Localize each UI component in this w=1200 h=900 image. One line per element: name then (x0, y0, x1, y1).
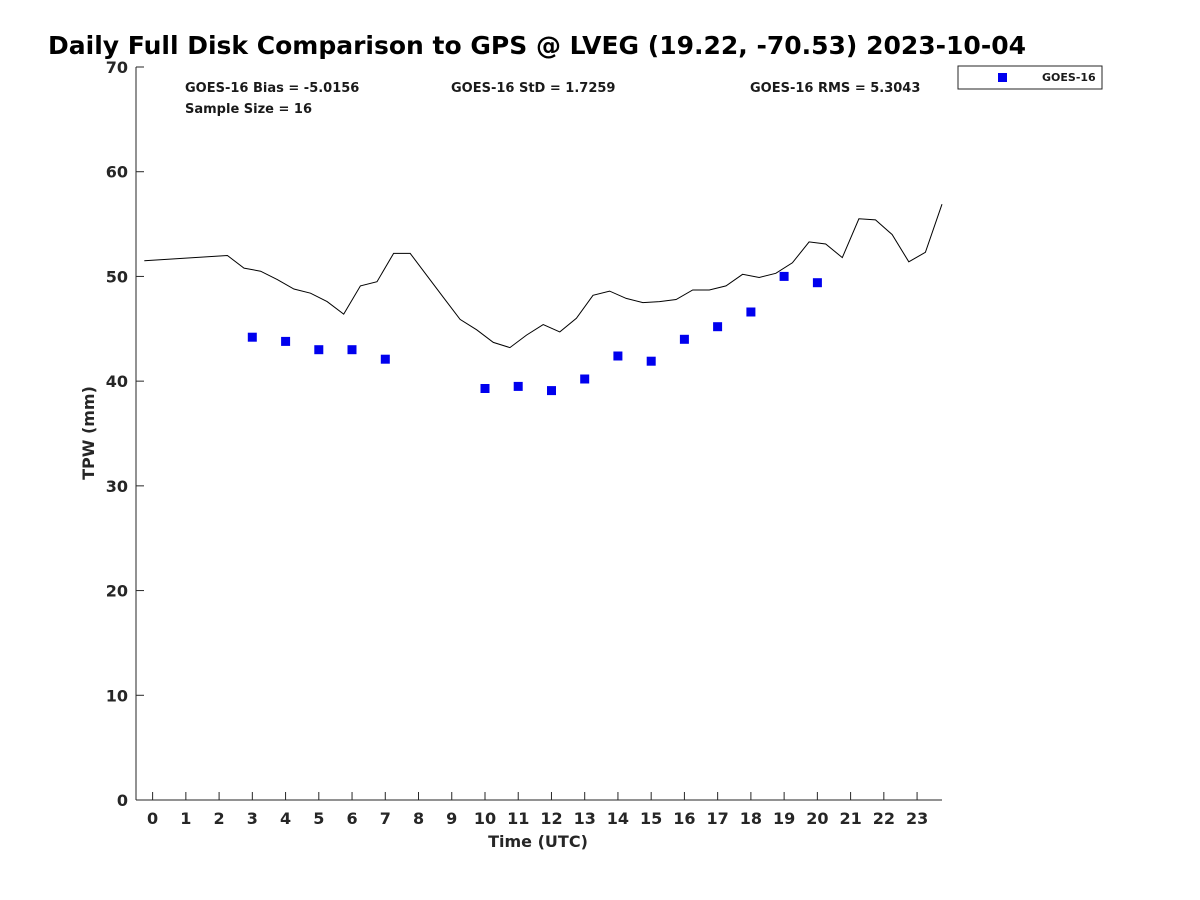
goes16-point (679, 334, 689, 344)
y-axis-label: TPW (mm) (79, 386, 98, 480)
x-tick-label: 3 (247, 809, 258, 828)
x-tick-label: 15 (640, 809, 662, 828)
x-tick-label: 1 (180, 809, 191, 828)
std-stat: GOES-16 StD = 1.7259 (451, 81, 615, 96)
x-ticks: 0 1 2 3 4 5 6 7 8 9 10 11 12 13 14 15 16 17 18 19 20 21 22 23 (147, 792, 928, 828)
axes (135, 67, 942, 801)
goes16-point (779, 271, 789, 281)
x-tick-label: 8 (413, 809, 424, 828)
x-tick-label: 9 (446, 809, 457, 828)
y-ticks: 0 10 20 30 40 50 60 70 (106, 58, 144, 810)
goes16-point (380, 354, 390, 364)
legend-label-goes16: GOES-16 (1042, 71, 1096, 84)
goes16-point (713, 322, 723, 332)
y-tick-label: 70 (106, 58, 128, 77)
sample-size-stat: Sample Size = 16 (185, 102, 312, 117)
x-tick-label: 2 (214, 809, 225, 828)
x-tick-label: 5 (313, 809, 324, 828)
x-tick-label: 12 (540, 809, 562, 828)
y-tick-label: 0 (117, 791, 128, 810)
goes16-point (247, 332, 257, 342)
plot-series (144, 204, 943, 396)
x-tick-label: 7 (380, 809, 391, 828)
y-tick-label: 50 (106, 267, 128, 286)
x-tick-label: 18 (740, 809, 762, 828)
goes16-point (281, 336, 291, 346)
y-tick-label: 20 (106, 582, 128, 601)
x-tick-label: 4 (280, 809, 291, 828)
y-tick-label: 40 (106, 372, 128, 391)
x-tick-label: 21 (839, 809, 861, 828)
x-axis-label: Time (UTC) (488, 832, 588, 851)
gps-tpw-line (144, 204, 943, 349)
x-tick-label: 11 (507, 809, 529, 828)
y-tick-label: 10 (106, 686, 128, 705)
x-tick-label: 19 (773, 809, 795, 828)
y-tick-label: 30 (106, 477, 128, 496)
x-tick-label: 17 (707, 809, 729, 828)
goes16-point (480, 384, 490, 393)
goes16-point (746, 307, 756, 317)
x-tick-label: 10 (474, 809, 496, 828)
legend-marker-goes16 (998, 73, 1007, 82)
stats-annotations: GOES-16 Bias = -5.0156 GOES-16 StD = 1.7… (185, 81, 920, 117)
goes16-point (812, 278, 822, 288)
goes16-point (347, 345, 357, 355)
chart-title: Daily Full Disk Comparison to GPS @ LVEG… (48, 31, 1026, 60)
goes16-point (314, 345, 324, 355)
x-tick-label: 13 (574, 809, 596, 828)
x-tick-label: 23 (906, 809, 928, 828)
legend: GOES-16 (957, 65, 1103, 90)
bias-stat: GOES-16 Bias = -5.0156 (185, 81, 359, 96)
x-tick-label: 6 (346, 809, 357, 828)
x-tick-label: 0 (147, 809, 158, 828)
x-tick-label: 16 (673, 809, 695, 828)
x-tick-label: 20 (806, 809, 828, 828)
x-tick-label: 22 (873, 809, 895, 828)
legend-box (957, 65, 1103, 90)
rms-stat: GOES-16 RMS = 5.3043 (750, 81, 920, 96)
goes16-point (613, 351, 623, 361)
goes16-point (646, 356, 656, 366)
goes16-point (513, 381, 523, 391)
goes16-point (547, 386, 556, 396)
y-tick-label: 60 (106, 163, 128, 182)
goes16-point (580, 374, 590, 384)
x-tick-label: 14 (607, 809, 629, 828)
